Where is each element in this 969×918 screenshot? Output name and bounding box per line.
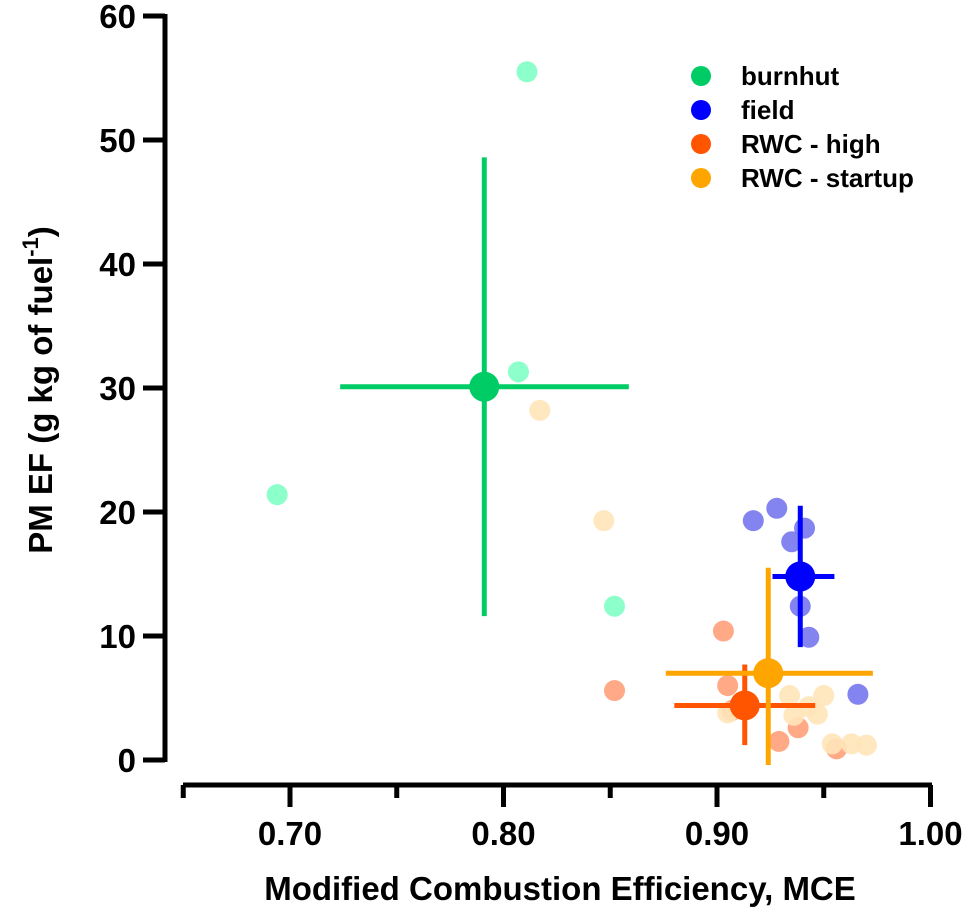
legend-label: RWC - high [741, 129, 881, 159]
y-tick-label: 50 [99, 122, 136, 159]
point-rwc-startup [813, 685, 835, 707]
point-field [766, 497, 788, 519]
point-rwc-startup [593, 510, 615, 532]
point-field [847, 683, 869, 705]
legend-marker [691, 168, 711, 188]
legend-marker [691, 66, 711, 86]
point-rwc-startup [529, 399, 551, 421]
y-tick-label: 10 [99, 618, 136, 655]
y-axis-label-sup: -1 [18, 237, 43, 257]
point-burnhut [507, 361, 529, 383]
point-rwc-startup [779, 685, 801, 707]
point-field [798, 626, 820, 648]
y-axis-label: PM EF (g kg of fuel-1) [18, 226, 59, 554]
legend-label: field [741, 95, 794, 125]
point-rwc-startup [783, 704, 805, 726]
legend-marker [691, 100, 711, 120]
y-tick-label: 60 [99, 0, 136, 35]
mean-point-rwc-high [729, 690, 760, 721]
x-tick-label: 0.80 [471, 815, 535, 852]
point-rwc-high [717, 675, 739, 697]
point-rwc-startup [806, 703, 828, 725]
point-rwc-high [768, 730, 790, 752]
y-tick-label: 30 [99, 370, 136, 407]
data-points [266, 61, 877, 765]
x-tick-label: 0.70 [258, 815, 322, 852]
y-tick-label: 20 [99, 494, 136, 531]
mean-point-rwc-startup [753, 658, 784, 689]
point-burnhut [266, 484, 288, 506]
x-tick-label: 0.90 [685, 815, 749, 852]
point-field [742, 510, 764, 532]
point-burnhut [604, 595, 626, 617]
y-axis-label-main: PM EF (g kg of fuel [22, 257, 59, 554]
point-rwc-startup [821, 733, 843, 755]
legend-label: RWC - startup [741, 163, 914, 193]
point-rwc-high [604, 680, 626, 702]
legend-label: burnhut [741, 61, 840, 91]
x-tick-label: 1.00 [898, 815, 962, 852]
y-axis-label-end: ) [22, 226, 59, 237]
legend: burnhut field RWC - high RWC - startup [691, 61, 914, 193]
point-burnhut [516, 61, 538, 83]
x-axis-label: Modified Combustion Efficiency, MCE [264, 870, 856, 907]
mean-point-burnhut [469, 371, 500, 402]
mean-point-field [785, 561, 816, 592]
y-tick-label: 40 [99, 246, 136, 283]
point-field [781, 531, 803, 553]
legend-marker [691, 134, 711, 154]
point-rwc-high [712, 620, 734, 642]
point-rwc-startup [855, 734, 877, 756]
axes: 0 10 20 30 40 50 60 0.70 0.80 0.90 1.00 [99, 0, 962, 852]
y-tick-label: 0 [118, 742, 136, 779]
